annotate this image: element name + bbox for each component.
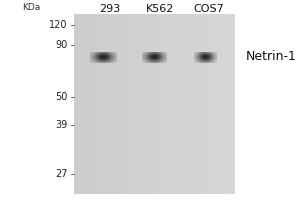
Text: 50: 50 xyxy=(55,92,68,102)
Text: KDa: KDa xyxy=(22,2,40,11)
Text: Netrin-1: Netrin-1 xyxy=(246,50,297,64)
Text: K562: K562 xyxy=(146,4,175,14)
Text: 27: 27 xyxy=(55,169,68,179)
Text: COS7: COS7 xyxy=(193,4,224,14)
Text: 293: 293 xyxy=(99,4,120,14)
Text: 39: 39 xyxy=(55,120,68,130)
Text: 90: 90 xyxy=(55,40,68,50)
Text: 120: 120 xyxy=(49,20,68,30)
